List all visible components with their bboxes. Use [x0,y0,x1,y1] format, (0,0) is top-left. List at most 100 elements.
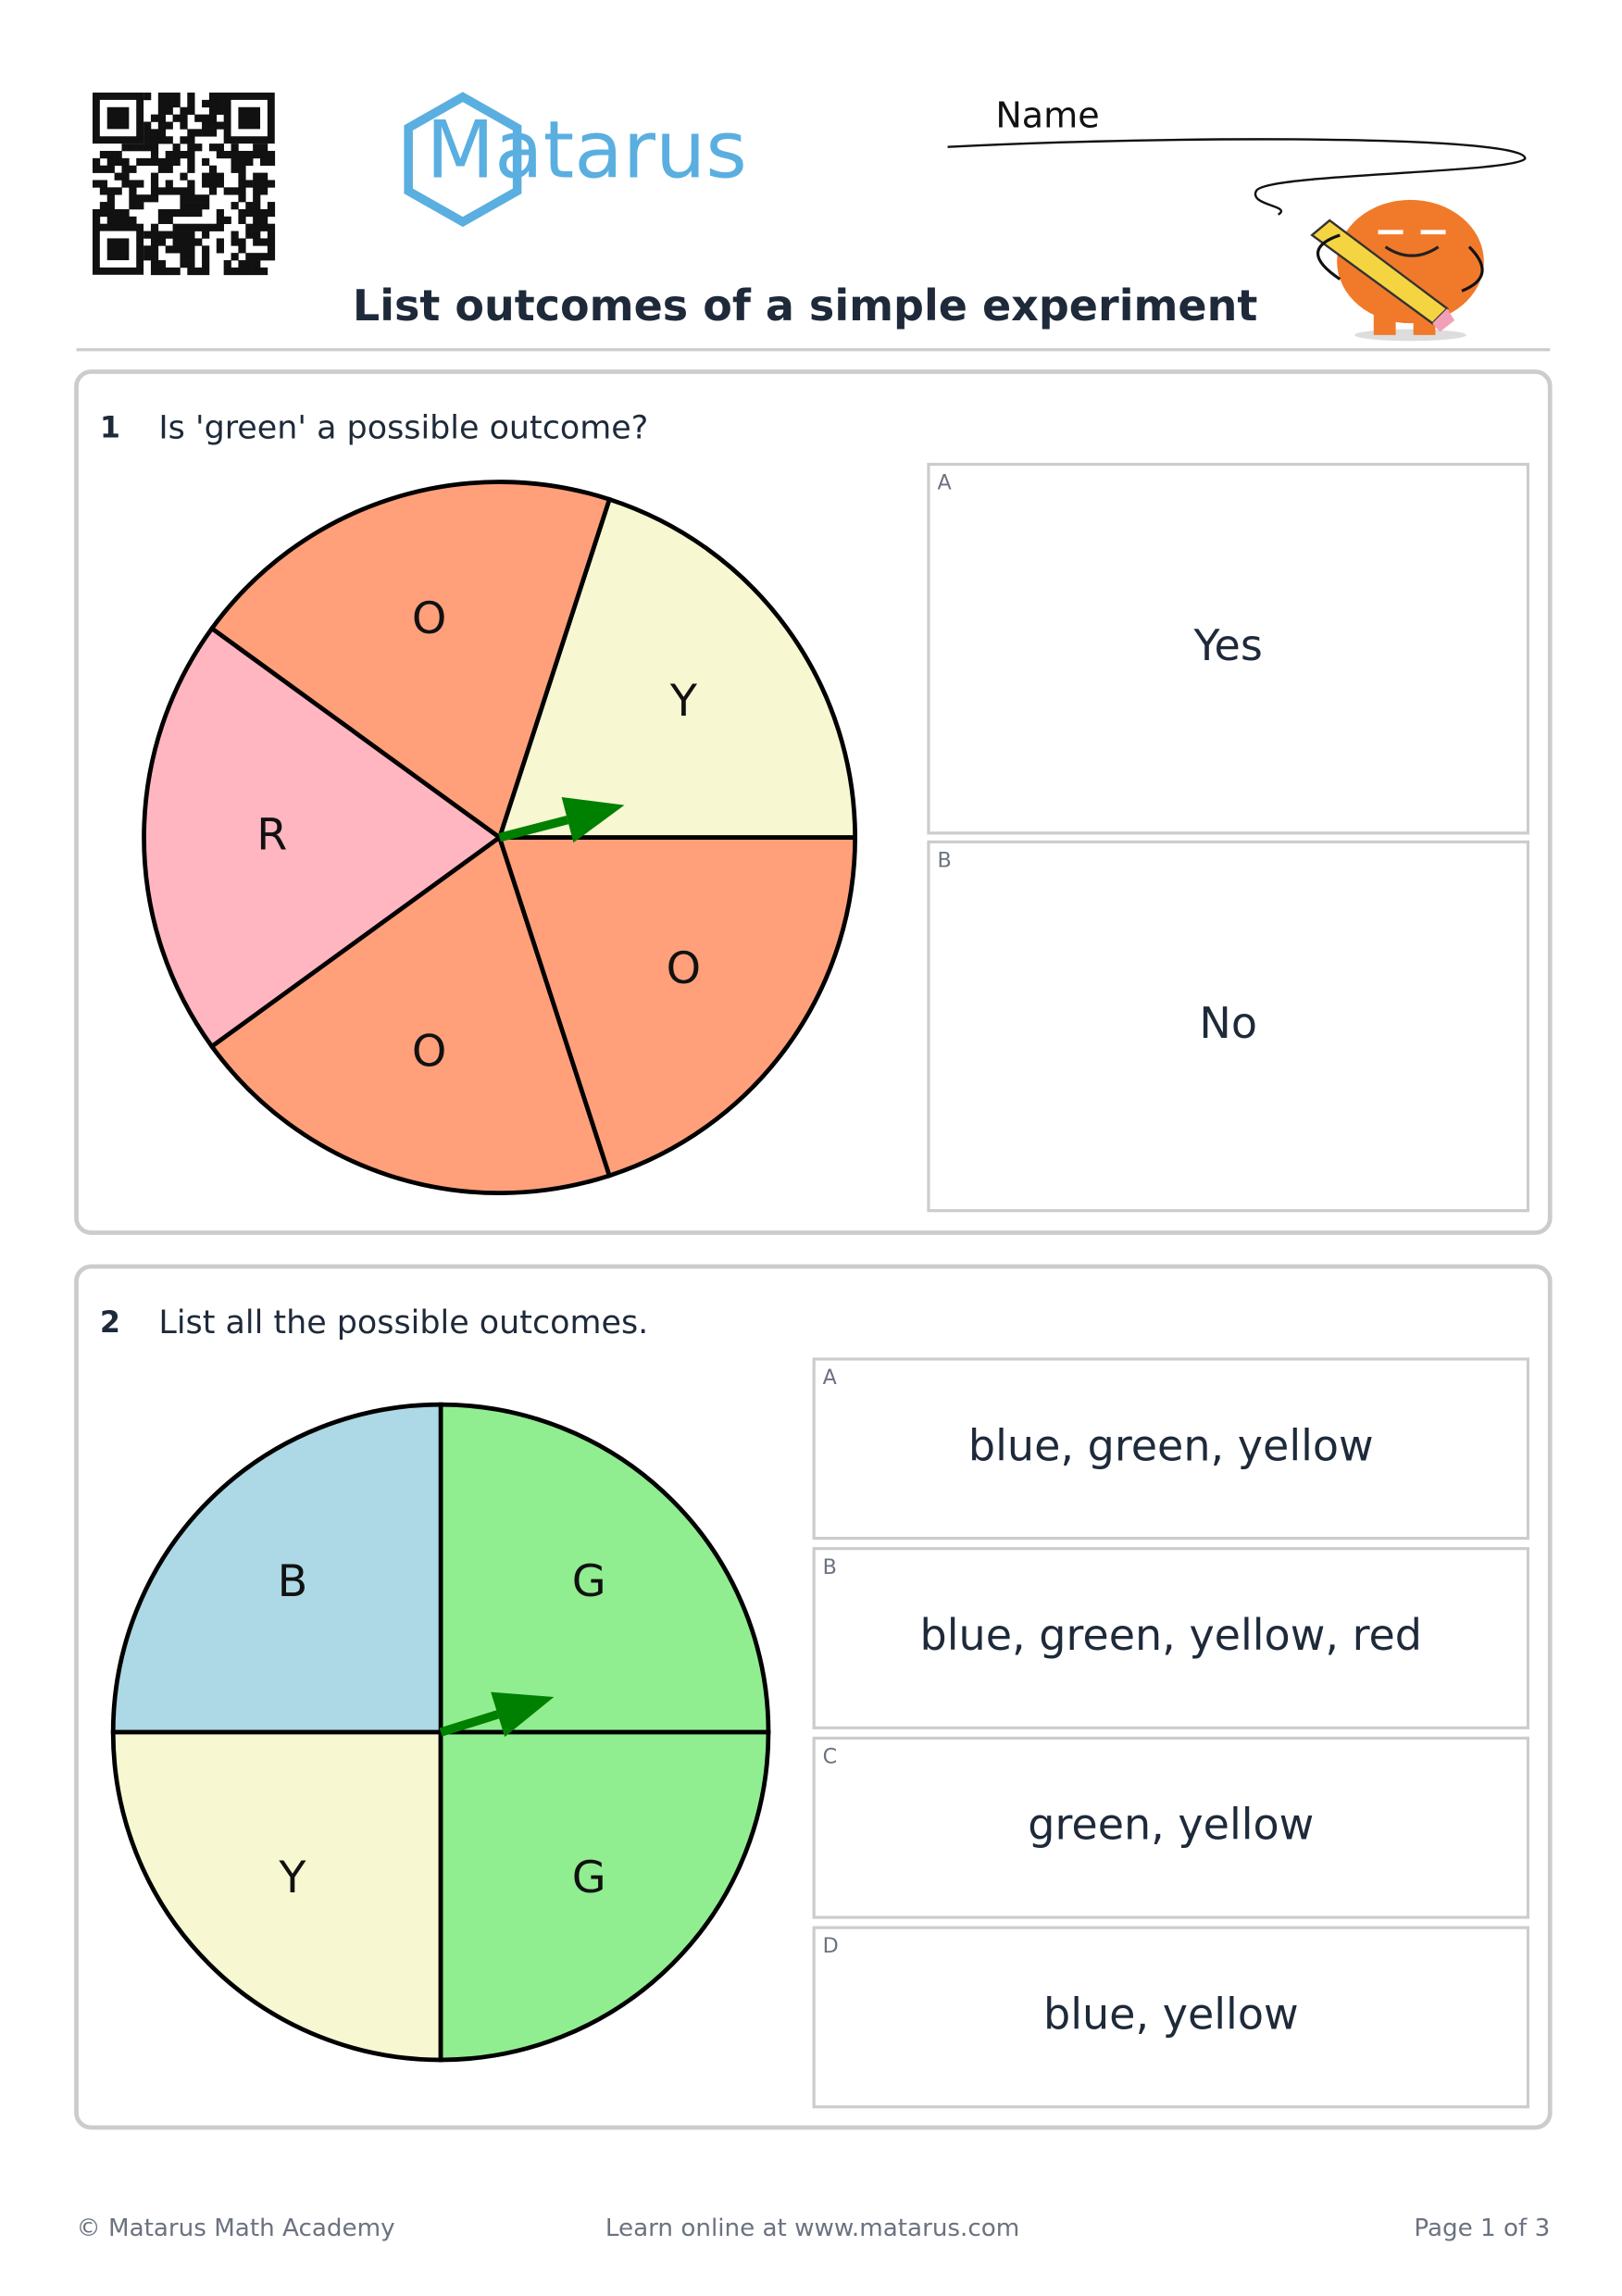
qr-cell [245,267,254,276]
qr-cell [143,194,152,203]
qr-cell [231,144,239,152]
qr-cell [99,208,108,218]
qr-cell [267,223,276,231]
qr-cell [202,223,210,231]
qr-cell [157,93,167,101]
question-box [74,369,1553,1235]
spinner-arrow-head [491,1691,555,1738]
qr-cell [245,208,254,218]
qr-cell [129,144,137,152]
qr-cell [187,157,195,167]
qr-cell [114,216,122,225]
qr-cell [172,245,181,254]
qr-cell [231,253,239,261]
qr-cell [172,187,181,195]
qr-cell [253,202,261,210]
qr-cell [216,223,224,231]
qr-cell [260,253,268,261]
footer-center: Learn online at www.matarus.com [605,2215,1019,2242]
qr-cell [121,165,130,173]
footer-right: Page 1 of 3 [1414,2215,1550,2242]
qr-cell [187,260,195,268]
option-text: Yes [1193,620,1263,670]
qr-cell [208,114,218,122]
qr-cell [208,121,218,130]
qr-cell [260,144,268,152]
spinner-label: O [412,1026,446,1077]
qr-cell [245,157,254,167]
qr-cell [180,136,188,144]
qr-cell [238,245,246,254]
qr-cell [253,150,261,159]
qr-cell [150,245,159,254]
qr-finder-core [106,238,130,261]
qr-cell [150,231,159,239]
qr-cell [143,121,152,130]
qr-cell [136,144,144,152]
spinner-arrow-shaft [498,815,569,842]
qr-cell [202,202,210,210]
qr-cell [121,172,130,181]
qr-cell [216,216,224,225]
qr-cell [208,99,218,108]
qr-cell [187,267,195,276]
qr-cell [223,187,231,195]
qr-cell [267,180,276,188]
qr-cell [208,165,218,173]
qr-cell [150,267,159,276]
qr-cell [136,202,144,210]
qr-finder [92,223,144,275]
qr-cell [129,180,137,188]
qr-cell [129,165,137,173]
qr-cell [99,180,108,188]
qr-cell [106,216,115,225]
qr-cell [194,129,203,137]
qr-cell [194,202,203,210]
qr-cell [202,194,210,203]
qr-cell [253,223,261,231]
qr-cell [165,208,173,218]
option-text: blue, green, yellow [968,1420,1374,1470]
qr-cell [253,238,261,246]
option-text: blue, yellow [1043,1989,1299,2039]
qr-cell [99,165,108,173]
qr-cell [216,245,224,254]
option-text: green, yellow [1028,1800,1314,1850]
qr-cell [129,187,137,195]
qr-cell [208,106,218,115]
question: 2 List all the possible outcomes. G B Y G Ablu… [74,1264,1553,2130]
qr-cell [194,114,203,122]
qr-cell [121,157,130,167]
qr-cell [165,245,173,254]
option-box [927,840,1530,1213]
qr-cell [172,208,181,218]
spinner-sector [438,1402,771,1735]
qr-cell [129,216,137,225]
spinner-label: R [256,810,287,861]
qr-cell [260,187,268,195]
qr-cell [143,144,152,152]
option-box [812,1926,1530,2109]
qr-cell [238,267,246,276]
spinner-label: B [278,1556,308,1607]
qr-cell [129,194,137,203]
qr-cell [106,165,115,173]
qr-cell [172,93,181,101]
qr-cell [157,238,167,246]
qr-cell [238,172,246,181]
qr-cell [231,231,239,239]
question-text: Is 'green' a possible outcome? [158,409,648,446]
qr-cell [150,180,159,188]
qr-cell [143,136,152,144]
mascot [1310,199,1484,342]
qr-cell [121,216,130,225]
qr-cell [238,150,246,159]
qr-cell [208,187,218,195]
qr-cell [253,194,261,203]
qr-cell [238,208,246,218]
qr-cell [187,194,195,203]
qr-cell [231,165,239,173]
qr-cell [187,144,195,152]
qr-cell [238,157,246,167]
